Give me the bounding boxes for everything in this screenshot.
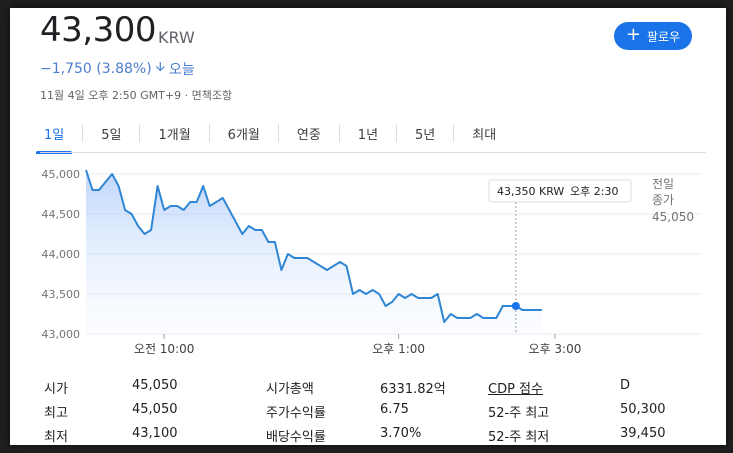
arrow-down-icon: 🡫: [155, 60, 166, 75]
price-change: −1,750 (3.88%) 🡫 오늘: [40, 58, 195, 80]
stat-value: 45,050: [132, 378, 178, 393]
tab-1y[interactable]: 1년: [357, 128, 379, 143]
stat-label: 최고: [44, 406, 68, 421]
stat-value: D: [620, 378, 631, 393]
stat-label: 시가총액: [266, 382, 314, 397]
price-area: [86, 170, 542, 334]
y-tick-label: 44,000: [42, 248, 81, 261]
prev-close-value: 45,050: [652, 210, 694, 224]
stat-label: 52-주 최저: [488, 430, 550, 445]
price-chart[interactable]: 45,000 44,500 44,000 43,500 43,000 오전 10:00 오…: [10, 158, 726, 368]
stat-label: 배당수익률: [266, 430, 326, 445]
stat-value: 6331.82억: [380, 382, 446, 397]
tab-divider: [208, 124, 210, 142]
tab-divider: [338, 124, 340, 142]
y-tick-label: 43,500: [42, 288, 81, 301]
stat-label: 52-주 최고: [488, 406, 550, 421]
stat-label: 최저: [44, 430, 68, 445]
tab-1d[interactable]: 1일: [35, 124, 73, 154]
prev-close-label-2: 종가: [652, 193, 674, 207]
x-tick-label: 오전 10:00: [134, 342, 194, 356]
stat-value: 3.70%: [380, 426, 422, 441]
follow-label: 팔로우: [646, 29, 681, 44]
price-tooltip: 43,350 KRW 오후 2:30: [488, 179, 632, 203]
stat-value: 39,450: [620, 426, 666, 441]
tabs-underline: [40, 152, 706, 153]
price-line: [85, 169, 542, 323]
stat-value: 6.75: [380, 402, 409, 417]
currency-label: KRW: [158, 28, 195, 47]
x-tick-label: 오후 1:00: [372, 342, 425, 356]
tab-divider: [139, 124, 141, 142]
tooltip-price: 43,350 KRW: [497, 185, 564, 198]
tab-1m[interactable]: 1개월: [158, 128, 191, 143]
tab-divider: [82, 124, 84, 142]
stat-value: 45,050: [132, 402, 178, 417]
change-value: −1,750 (3.88%): [40, 61, 152, 77]
tab-ytd[interactable]: 연중: [296, 128, 321, 143]
tab-divider: [396, 124, 398, 142]
tab-5d[interactable]: 5일: [101, 128, 122, 143]
stock-price: 43,300: [40, 10, 156, 50]
prev-close-label: 전일: [652, 177, 674, 191]
change-period: 오늘: [169, 62, 195, 78]
y-tick-label: 44,500: [42, 208, 81, 221]
tooltip-time: 오후 2:30: [570, 185, 618, 198]
stat-label: 주가수익률: [266, 406, 326, 421]
y-tick-label: 43,000: [42, 328, 81, 341]
timestamp: 11월 4일 오후 2:50 GMT+9 · 면책조항: [40, 89, 233, 102]
x-tick-label: 오후 3:00: [529, 342, 582, 356]
range-tabs: 1일 5일 1개월 6개월 연중 1년 5년 최대: [35, 124, 500, 154]
stock-card: 43,300 KRW + 팔로우 −1,750 (3.88%) 🡫 오늘 11월…: [10, 8, 726, 445]
tab-divider: [453, 124, 455, 142]
follow-button[interactable]: + 팔로우: [614, 22, 692, 50]
tab-5y[interactable]: 5년: [415, 128, 436, 143]
tab-max[interactable]: 최대: [472, 128, 497, 143]
cdp-score-label[interactable]: CDP 점수: [488, 382, 543, 397]
tab-6m[interactable]: 6개월: [227, 128, 260, 143]
tab-divider: [277, 124, 279, 142]
hover-dot: [511, 302, 520, 310]
stat-value: 43,100: [132, 426, 178, 441]
stat-value: 50,300: [620, 402, 666, 417]
y-tick-label: 45,000: [42, 168, 81, 181]
stat-label: 시가: [44, 382, 68, 397]
plus-icon: +: [625, 24, 641, 45]
